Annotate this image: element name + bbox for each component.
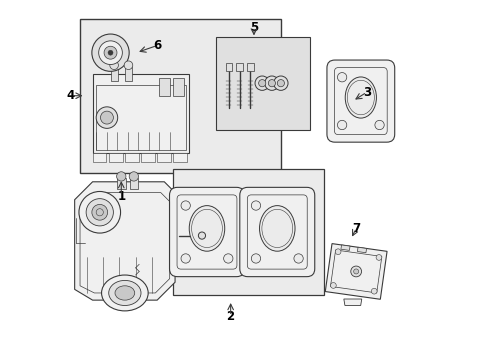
Polygon shape: [325, 244, 387, 299]
FancyBboxPatch shape: [327, 60, 395, 142]
Circle shape: [104, 46, 117, 59]
Circle shape: [129, 172, 139, 181]
Circle shape: [79, 192, 121, 233]
Ellipse shape: [109, 280, 141, 306]
Circle shape: [108, 50, 113, 55]
Circle shape: [251, 254, 261, 263]
Ellipse shape: [345, 77, 376, 118]
Circle shape: [92, 204, 108, 220]
Circle shape: [98, 41, 122, 64]
Circle shape: [269, 80, 275, 87]
Text: 5: 5: [250, 21, 258, 34]
FancyBboxPatch shape: [240, 187, 315, 276]
Bar: [117, 178, 125, 189]
Circle shape: [335, 249, 341, 255]
Circle shape: [259, 80, 266, 87]
Circle shape: [354, 269, 359, 274]
Circle shape: [331, 283, 336, 288]
Text: 7: 7: [352, 222, 360, 235]
Bar: [80, 19, 281, 173]
Circle shape: [294, 254, 303, 263]
Polygon shape: [344, 299, 362, 305]
Circle shape: [338, 120, 347, 130]
Ellipse shape: [260, 206, 295, 251]
Text: 4: 4: [67, 89, 75, 102]
Circle shape: [223, 254, 233, 263]
Bar: [93, 74, 190, 153]
Circle shape: [338, 73, 347, 82]
Bar: [236, 63, 243, 71]
Bar: [157, 153, 171, 162]
Bar: [111, 67, 118, 81]
Circle shape: [375, 120, 384, 130]
Bar: [141, 153, 155, 162]
Bar: [129, 178, 138, 189]
Circle shape: [96, 107, 118, 129]
Circle shape: [255, 76, 270, 90]
Text: 2: 2: [226, 310, 235, 323]
Bar: [125, 153, 139, 162]
Bar: [173, 78, 184, 96]
Circle shape: [117, 172, 126, 181]
Circle shape: [86, 199, 113, 226]
Bar: [173, 153, 187, 162]
FancyBboxPatch shape: [170, 187, 245, 276]
Polygon shape: [74, 182, 175, 300]
Ellipse shape: [189, 206, 225, 251]
Circle shape: [265, 76, 279, 90]
Bar: [96, 85, 186, 149]
Bar: [247, 63, 254, 71]
Circle shape: [198, 232, 205, 239]
Circle shape: [351, 266, 362, 277]
Bar: [109, 153, 122, 162]
Polygon shape: [341, 245, 350, 251]
Text: 3: 3: [363, 86, 371, 99]
Circle shape: [181, 254, 190, 263]
Circle shape: [371, 288, 377, 294]
Bar: [93, 153, 106, 162]
Bar: [216, 37, 310, 130]
Circle shape: [277, 80, 285, 87]
Bar: [125, 67, 132, 81]
Ellipse shape: [101, 275, 148, 311]
Text: 6: 6: [153, 39, 161, 52]
Text: 1: 1: [117, 190, 125, 203]
Circle shape: [181, 201, 190, 210]
Bar: [173, 169, 324, 295]
Circle shape: [92, 34, 129, 71]
Circle shape: [124, 61, 133, 69]
Ellipse shape: [115, 286, 135, 300]
Circle shape: [110, 61, 119, 69]
Circle shape: [100, 111, 113, 124]
Circle shape: [376, 255, 382, 260]
Circle shape: [274, 76, 288, 90]
Bar: [159, 78, 170, 96]
Polygon shape: [357, 247, 367, 253]
Circle shape: [96, 209, 103, 216]
Bar: [225, 63, 232, 71]
Circle shape: [251, 201, 261, 210]
